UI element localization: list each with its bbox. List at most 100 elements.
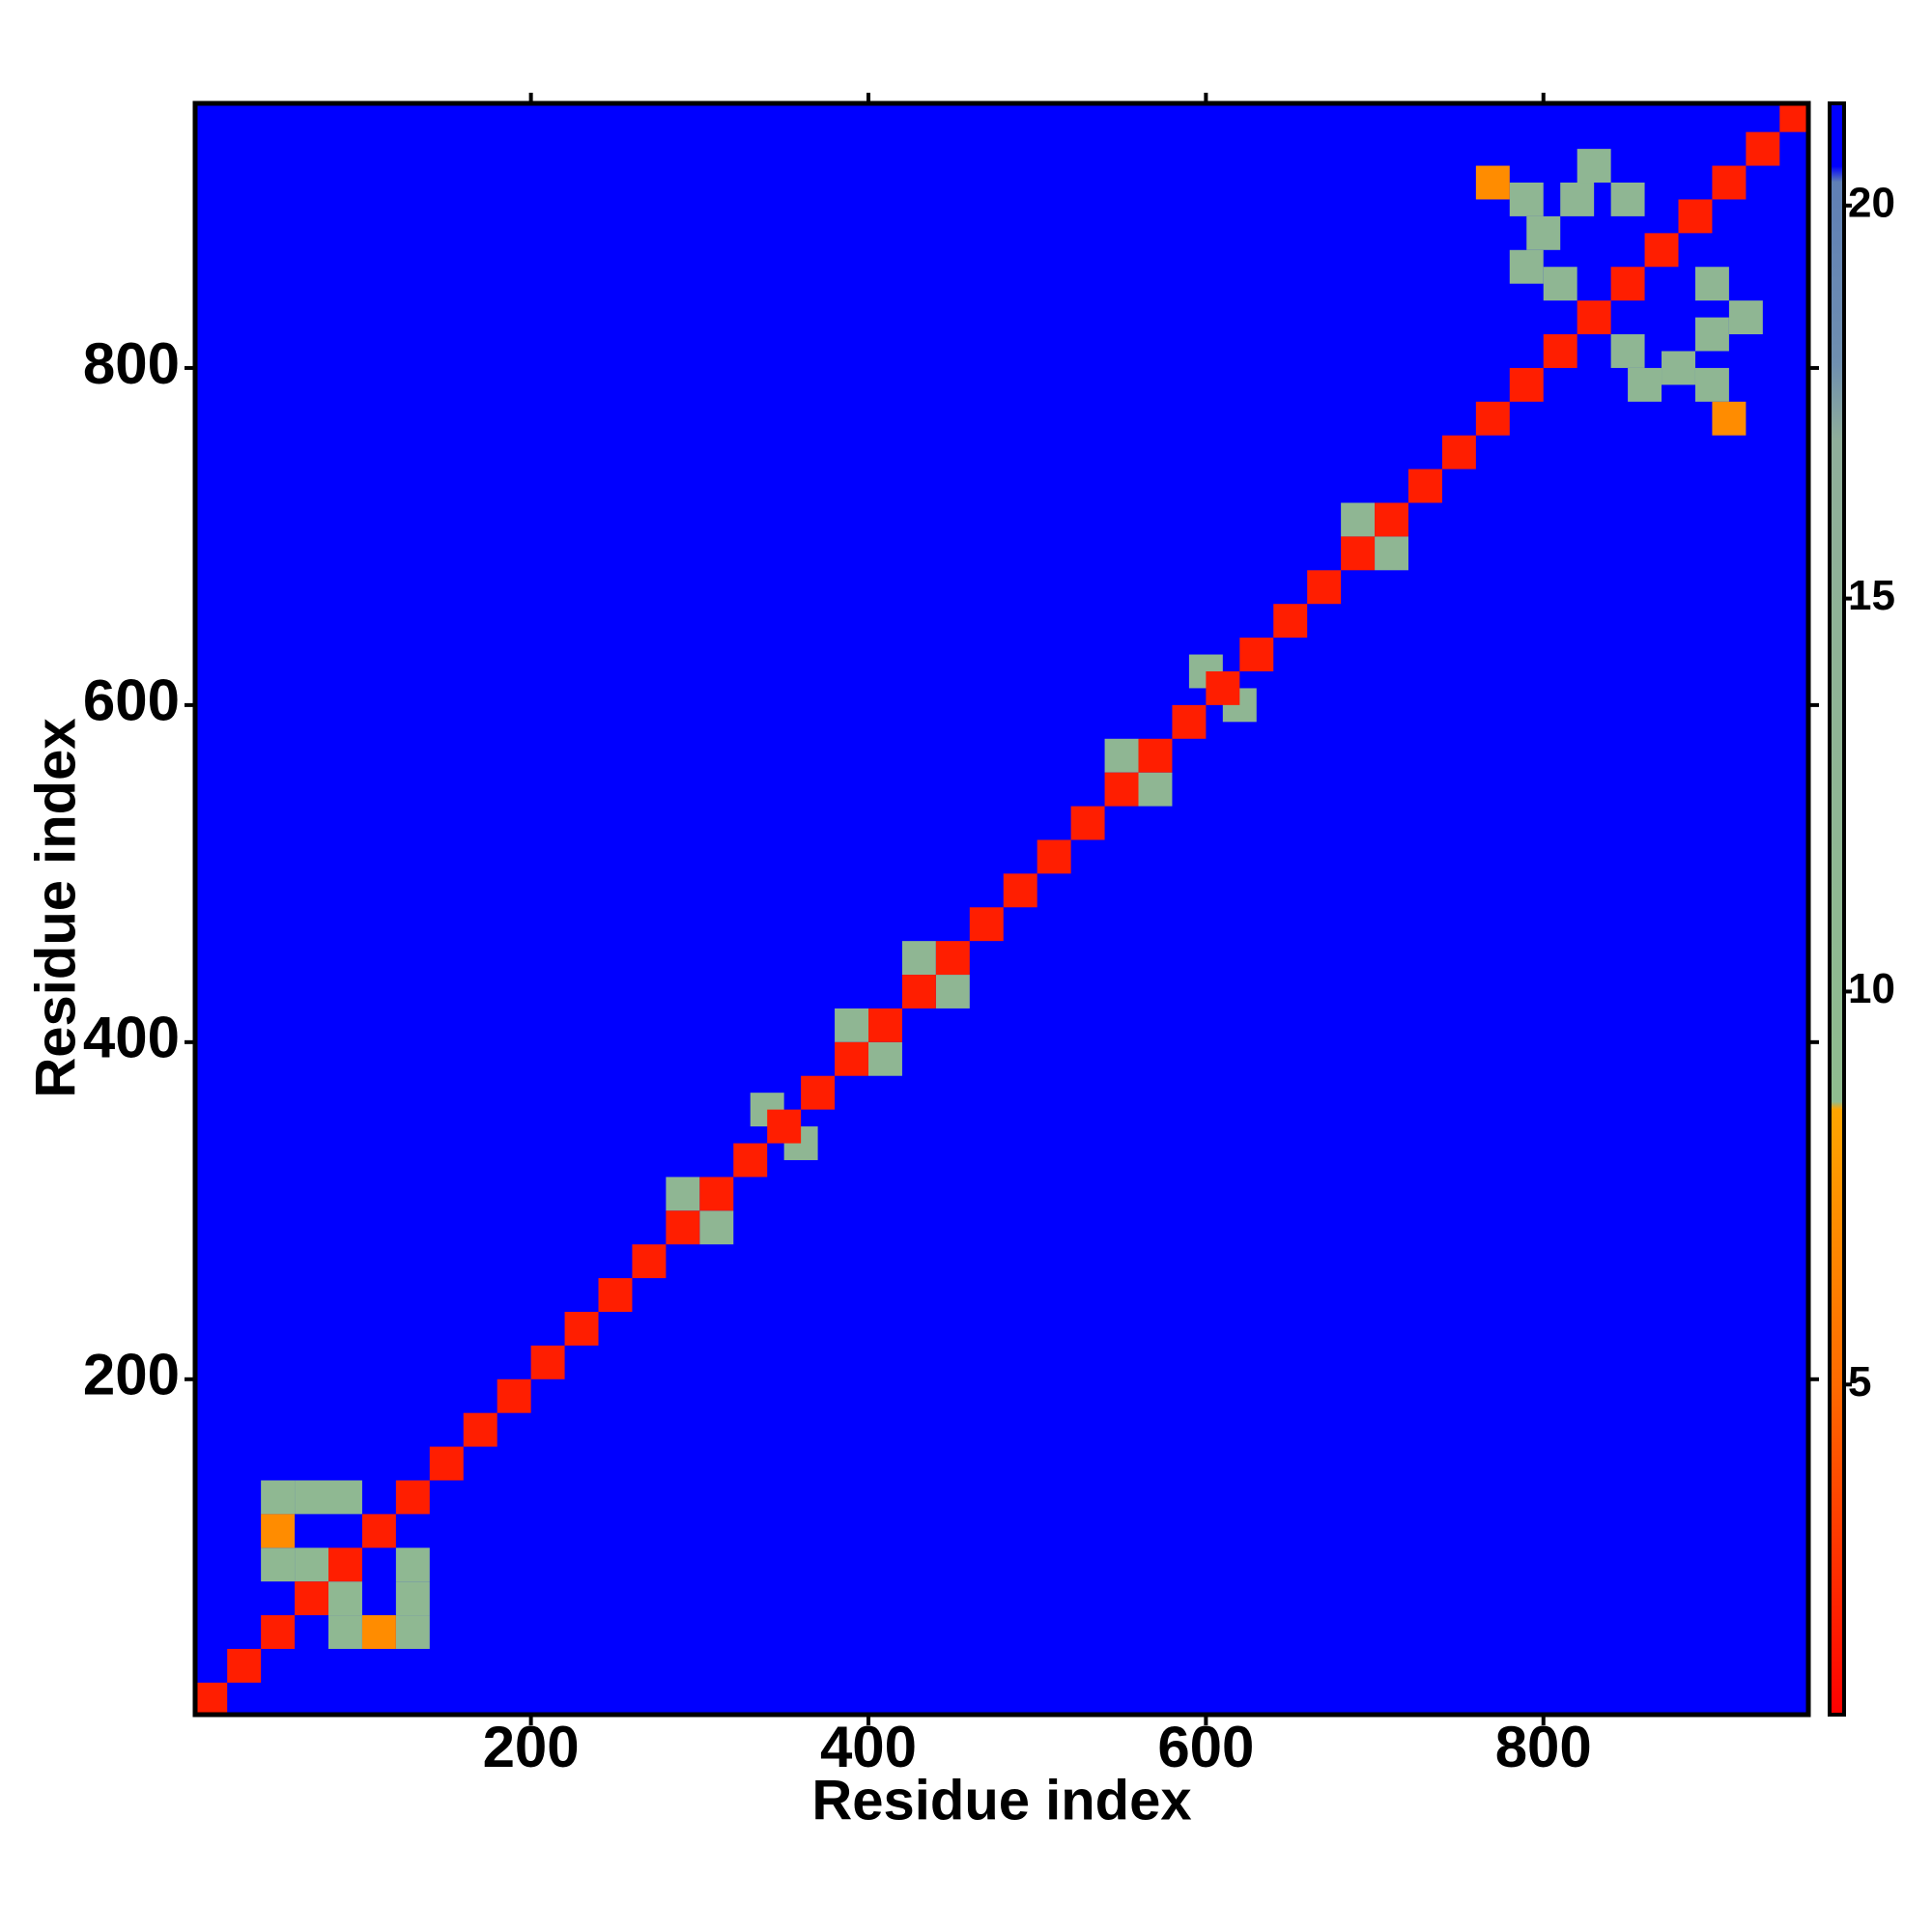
heatmap-cell bbox=[195, 1682, 228, 1715]
heatmap-cell bbox=[1577, 300, 1611, 335]
heatmap-cell bbox=[1509, 183, 1544, 216]
y-tick-label: 600 bbox=[83, 668, 180, 733]
x-axis-title: Residue index bbox=[811, 1769, 1191, 1832]
heatmap-cell bbox=[1712, 165, 1747, 200]
y-tick-label: 800 bbox=[83, 331, 180, 396]
heatmap-cell bbox=[295, 1480, 329, 1515]
heatmap-cell bbox=[733, 1143, 768, 1178]
heatmap-cell bbox=[1662, 351, 1695, 385]
heatmap-cell bbox=[699, 1210, 734, 1245]
colorbar-tick-label: 20 bbox=[1848, 179, 1895, 226]
heatmap-cell bbox=[767, 1109, 802, 1144]
heatmap-cell bbox=[1694, 367, 1729, 402]
heatmap-cell bbox=[1341, 502, 1376, 537]
heatmap-cell bbox=[497, 1378, 531, 1413]
heatmap-cell bbox=[395, 1548, 430, 1582]
heatmap-cell bbox=[1273, 604, 1308, 639]
colorbar-tick-label: 15 bbox=[1848, 572, 1895, 619]
heatmap-cell bbox=[598, 1278, 633, 1312]
heatmap-cell bbox=[801, 1075, 836, 1110]
heatmap-cell bbox=[1441, 435, 1476, 469]
heatmap-cell bbox=[261, 1480, 296, 1515]
heatmap-cell bbox=[1206, 670, 1240, 705]
heatmap-cell bbox=[1694, 267, 1729, 301]
heatmap-cell bbox=[1138, 772, 1173, 807]
heatmap-cell bbox=[1779, 103, 1808, 132]
colorbar-tick-label: 5 bbox=[1848, 1358, 1871, 1406]
heatmap-cell bbox=[1070, 806, 1105, 840]
heatmap-cell bbox=[564, 1312, 599, 1346]
heatmap-cell bbox=[463, 1412, 497, 1447]
heatmap-cell bbox=[261, 1514, 296, 1548]
heatmap-cell bbox=[1543, 334, 1577, 368]
heatmap-cell bbox=[1610, 334, 1645, 368]
heatmap-cell bbox=[1407, 469, 1442, 503]
heatmap-cell bbox=[1239, 638, 1274, 671]
heatmap-cell bbox=[699, 1177, 734, 1211]
heatmap-cell bbox=[901, 941, 936, 976]
heatmap-cell bbox=[666, 1210, 700, 1245]
heatmap-cell bbox=[901, 975, 936, 1009]
heatmap-cell bbox=[295, 1581, 329, 1616]
heatmap-cell bbox=[1375, 502, 1408, 537]
heatmap-cell bbox=[1037, 839, 1071, 874]
heatmap-cell bbox=[1644, 233, 1679, 268]
x-tick-label: 400 bbox=[820, 1715, 917, 1779]
heatmap-cell bbox=[835, 1008, 868, 1042]
heatmap-cell bbox=[1678, 199, 1713, 234]
heatmap-cell bbox=[1375, 536, 1408, 571]
heatmap-cell bbox=[295, 1548, 329, 1582]
heatmap-cell bbox=[1712, 401, 1747, 436]
heatmap-cell bbox=[1138, 738, 1173, 773]
heatmap-cell bbox=[935, 941, 970, 976]
heatmap-cell bbox=[395, 1615, 430, 1649]
heatmap-cell bbox=[328, 1581, 362, 1616]
colorbar-tick-label: 10 bbox=[1848, 965, 1895, 1012]
heatmap-cell bbox=[666, 1177, 700, 1211]
heatmap-cell bbox=[429, 1446, 464, 1481]
heatmap-cell bbox=[261, 1548, 296, 1582]
heatmap-cell bbox=[1509, 249, 1544, 284]
colorbar bbox=[1828, 101, 1846, 1717]
y-tick-label: 400 bbox=[83, 1006, 180, 1070]
heatmap-cell bbox=[361, 1615, 396, 1649]
heatmap-cell bbox=[1104, 738, 1139, 773]
heatmap-cell bbox=[1526, 215, 1561, 250]
y-axis-title: Residue index bbox=[24, 718, 87, 1097]
heatmap-cell bbox=[1509, 367, 1544, 402]
heatmap-cell bbox=[261, 1615, 296, 1649]
heatmap-cell bbox=[530, 1345, 565, 1379]
heatmap-cell bbox=[395, 1581, 430, 1616]
heatmap-cell bbox=[867, 1008, 902, 1042]
heatmap-cell bbox=[395, 1480, 430, 1515]
heatmap-cell bbox=[1728, 300, 1763, 335]
plot-frame bbox=[192, 100, 1811, 1718]
heatmap-cell bbox=[632, 1244, 667, 1279]
heatmap-cell bbox=[1610, 267, 1645, 301]
heatmap-cell bbox=[1341, 536, 1376, 571]
heatmap-cell bbox=[1577, 149, 1611, 184]
heatmap-cell bbox=[935, 975, 970, 1009]
heatmap-cell bbox=[1560, 183, 1595, 216]
heatmap-cell bbox=[1003, 873, 1037, 908]
heatmap-cell bbox=[1610, 183, 1645, 216]
heatmap-cell bbox=[1307, 570, 1342, 605]
heatmap-cell bbox=[227, 1648, 262, 1683]
x-tick-label: 800 bbox=[1495, 1715, 1592, 1779]
x-tick-label: 600 bbox=[1157, 1715, 1254, 1779]
heatmap-cell bbox=[1475, 165, 1510, 200]
heatmap-cell bbox=[1104, 772, 1139, 807]
heatmap-cell bbox=[1543, 267, 1577, 301]
heatmap-cell bbox=[328, 1480, 362, 1515]
heatmap-cell bbox=[1628, 367, 1662, 402]
heatmap-cell bbox=[1172, 704, 1207, 739]
heatmap-cell bbox=[835, 1041, 868, 1076]
x-tick-label: 200 bbox=[483, 1715, 580, 1779]
heatmap-cell bbox=[361, 1514, 396, 1548]
heatmap-cell bbox=[1475, 401, 1510, 436]
heatmap-cell bbox=[328, 1548, 362, 1582]
heatmap-cell bbox=[328, 1615, 362, 1649]
heatmap-cell bbox=[1746, 131, 1780, 166]
heatmap-cell bbox=[1694, 317, 1729, 352]
y-tick-label: 200 bbox=[83, 1343, 180, 1407]
